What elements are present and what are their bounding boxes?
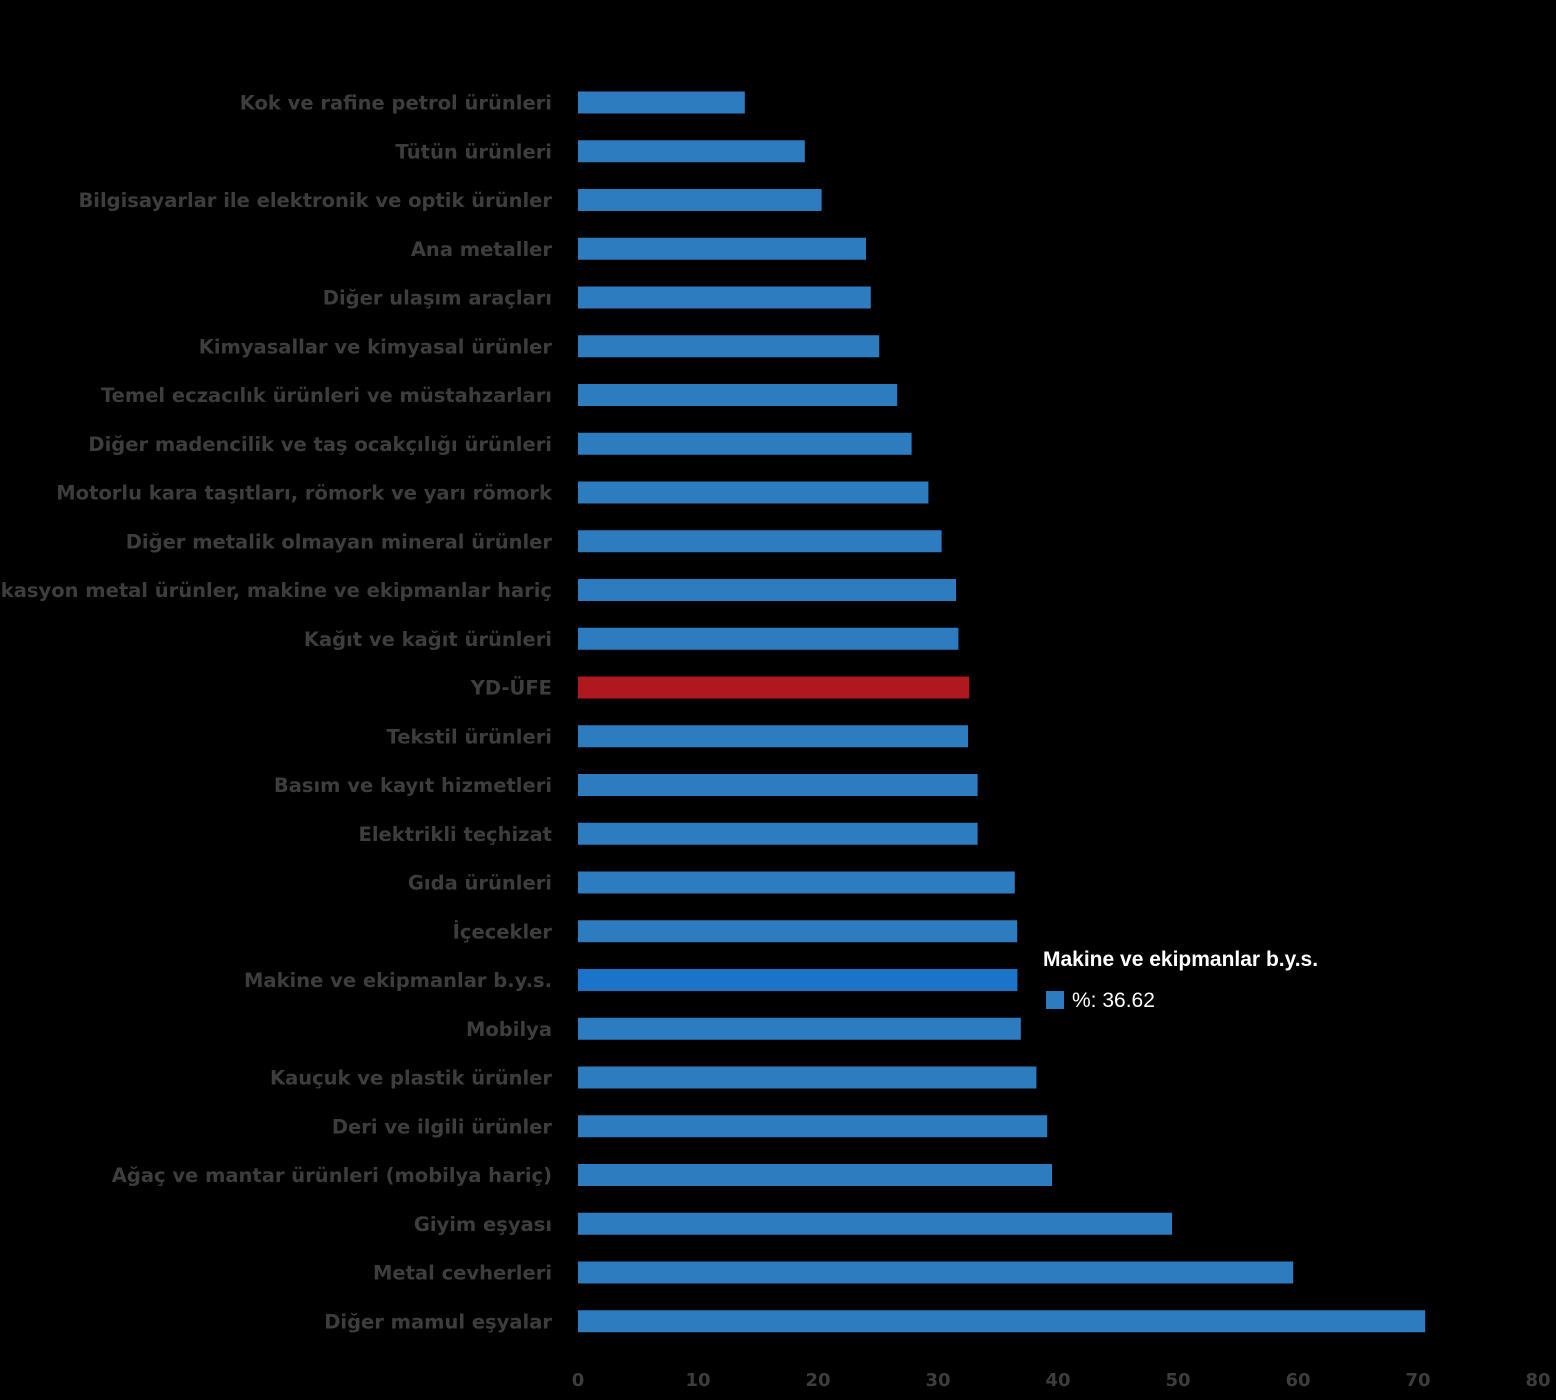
bar-14[interactable] (578, 774, 978, 796)
x-tick-label-0: 0 (572, 1370, 585, 1391)
category-label-17: İçecekler (453, 919, 553, 943)
category-label-7: Diğer madencilik ve taş ocakçılığı ürünl… (88, 433, 552, 456)
x-tick-label-3: 30 (925, 1370, 950, 1391)
bar-18[interactable] (578, 969, 1018, 991)
category-label-3: Ana metaller (411, 238, 553, 261)
bar-21[interactable] (578, 1115, 1048, 1138)
x-tick-label-1: 10 (685, 1370, 710, 1391)
category-label-16: Gıda ürünleri (408, 872, 552, 895)
bar-3[interactable] (578, 237, 866, 260)
bar-5[interactable] (578, 335, 880, 358)
category-labels: Kok ve rafine petrol ürünleri Tütün ürünl… (0, 92, 553, 1334)
category-label-6: Temel eczacılık ürünleri ve müstahzarlar… (101, 384, 552, 407)
category-label-11: Kağıt ve kağıt ürünleri (304, 628, 552, 651)
bar-17[interactable] (578, 920, 1018, 943)
category-label-13: Tekstil ürünleri (387, 725, 552, 748)
bars-group (578, 91, 1426, 1333)
category-label-15: Elektrikli teçhizat (359, 823, 552, 846)
bar-24[interactable] (578, 1261, 1294, 1284)
category-label-23: Giyim eşyası (414, 1213, 552, 1236)
bar-13[interactable] (578, 725, 968, 748)
category-label-4: Diğer ulaşım araçları (323, 287, 552, 310)
category-label-8: Motorlu kara taşıtları, römork ve yarı r… (56, 482, 553, 505)
bar-20[interactable] (578, 1066, 1037, 1089)
bar-1[interactable] (578, 140, 805, 163)
x-tick-label-4: 40 (1045, 1370, 1070, 1391)
category-label-12: YD-ÜFE (470, 676, 552, 700)
category-label-5: Kimyasallar ve kimyasal ürünler (199, 335, 553, 358)
bar-0[interactable] (578, 91, 745, 114)
category-label-9: Diğer metalik olmayan mineral ürünler (126, 530, 553, 553)
x-tick-label-6: 60 (1285, 1370, 1310, 1391)
bar-9[interactable] (578, 530, 942, 553)
tooltip-title: Makine ve ekipmanlar b.y.s. (1043, 948, 1318, 971)
bar-7[interactable] (578, 432, 912, 455)
tooltip-swatch (1046, 991, 1064, 1009)
x-tick-label-7: 70 (1405, 1370, 1430, 1391)
bar-25[interactable] (578, 1310, 1426, 1333)
category-label-1: Tütün ürünleri (395, 140, 552, 163)
category-label-21: Deri ve ilgili ürünler (332, 1115, 553, 1138)
category-label-0: Kok ve rafine petrol ürünleri (240, 92, 552, 115)
category-label-10: Fabrikasyon metal ürünler, makine ve eki… (0, 579, 552, 602)
bar-22[interactable] (578, 1164, 1052, 1186)
x-tick-label-8: 80 (1525, 1370, 1550, 1391)
bar-4[interactable] (578, 286, 871, 309)
tooltip-value: %: 36.62 (1072, 989, 1155, 1012)
x-axis-ticks: 0 10 20 30 40 50 60 70 80 (572, 1370, 1551, 1391)
category-label-18: Makine ve ekipmanlar b.y.s. (244, 969, 552, 992)
category-label-24: Metal cevherleri (373, 1262, 552, 1285)
bar-8[interactable] (578, 481, 929, 504)
category-label-2: Bilgisayarlar ile elektronik ve optik ür… (78, 189, 552, 212)
category-label-19: Mobilya (466, 1018, 552, 1041)
category-label-25: Diğer mamul eşyalar (324, 1310, 552, 1333)
category-label-14: Basım ve kayıt hizmetleri (274, 774, 552, 797)
x-tick-label-5: 50 (1165, 1370, 1190, 1391)
bar-11[interactable] (578, 627, 959, 650)
bar-6[interactable] (578, 384, 898, 406)
tooltip: Makine ve ekipmanlar b.y.s. %: 36.62 (1043, 948, 1318, 1012)
bar-12[interactable] (578, 676, 970, 699)
bar-19[interactable] (578, 1017, 1021, 1040)
x-tick-label-2: 20 (805, 1370, 830, 1391)
bar-15[interactable] (578, 822, 978, 845)
bar-10[interactable] (578, 579, 956, 601)
bar-2[interactable] (578, 189, 822, 211)
category-label-22: Ağaç ve mantar ürünleri (mobilya hariç) (112, 1164, 552, 1187)
category-label-20: Kauçuk ve plastik ürünler (270, 1067, 552, 1090)
bar-16[interactable] (578, 871, 1015, 894)
bar-23[interactable] (578, 1212, 1172, 1235)
